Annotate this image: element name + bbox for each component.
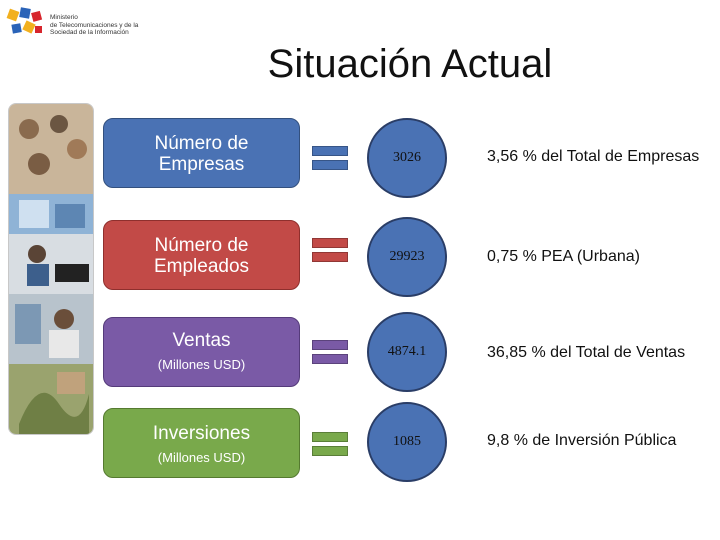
ministry-logo-icon xyxy=(6,7,43,34)
row-ventas-desc: 36,85 % del Total de Ventas xyxy=(487,344,686,361)
ministry-line-1: Ministerio xyxy=(50,14,78,21)
row-ventas-label: Ventas xyxy=(172,330,231,351)
ministry-name: Ministerio de Telecomunicaciones y de la… xyxy=(50,14,160,37)
row-inversiones-sub: (Millones USD) xyxy=(157,450,246,465)
row-empleados-value-circle: 29923 xyxy=(367,217,447,297)
row-empleados-desc: 0,75 % PEA (Urbana) xyxy=(487,248,640,265)
row-inversiones-box: Inversiones (Millones USD) xyxy=(103,408,300,478)
row-empresas-label: Número de Empresas xyxy=(154,133,249,175)
photo-collage-image xyxy=(9,104,93,434)
row-empresas-box: Número de Empresas xyxy=(103,118,300,188)
row-inversiones-label: Inversiones xyxy=(152,423,251,444)
row-empresas-value-circle: 3026 xyxy=(367,118,447,198)
ministry-line-2: de Telecomunicaciones y de la xyxy=(50,21,139,29)
row-empleados-value: 29923 xyxy=(389,249,425,264)
ministry-line-3: Sociedad de la Información xyxy=(50,29,129,36)
row-empleados-label: Número de Empleados xyxy=(153,235,250,277)
equals-icon xyxy=(312,340,348,368)
row-ventas-value: 4874.1 xyxy=(387,344,427,359)
row-ventas-value-circle: 4874.1 xyxy=(367,312,447,392)
row-inversiones-desc: 9,8 % de Inversión Pública xyxy=(487,432,677,449)
photo-collage xyxy=(8,103,94,435)
page-title: Situación Actual xyxy=(267,42,553,86)
row-empresas-desc: 3,56 % del Total de Empresas xyxy=(487,148,700,165)
row-ventas-box: Ventas (Millones USD) xyxy=(103,317,300,387)
ministry-logo: Ministerio de Telecomunicaciones y de la… xyxy=(6,6,166,42)
row-empresas-value: 3026 xyxy=(393,150,421,165)
equals-icon xyxy=(312,146,348,174)
equals-icon xyxy=(312,238,348,266)
equals-icon xyxy=(312,432,348,460)
row-empleados-box: Número de Empleados xyxy=(103,220,300,290)
row-inversiones-value-circle: 1085 xyxy=(367,402,447,482)
row-inversiones-value: 1085 xyxy=(393,434,421,449)
row-ventas-sub: (Millones USD) xyxy=(157,357,246,372)
